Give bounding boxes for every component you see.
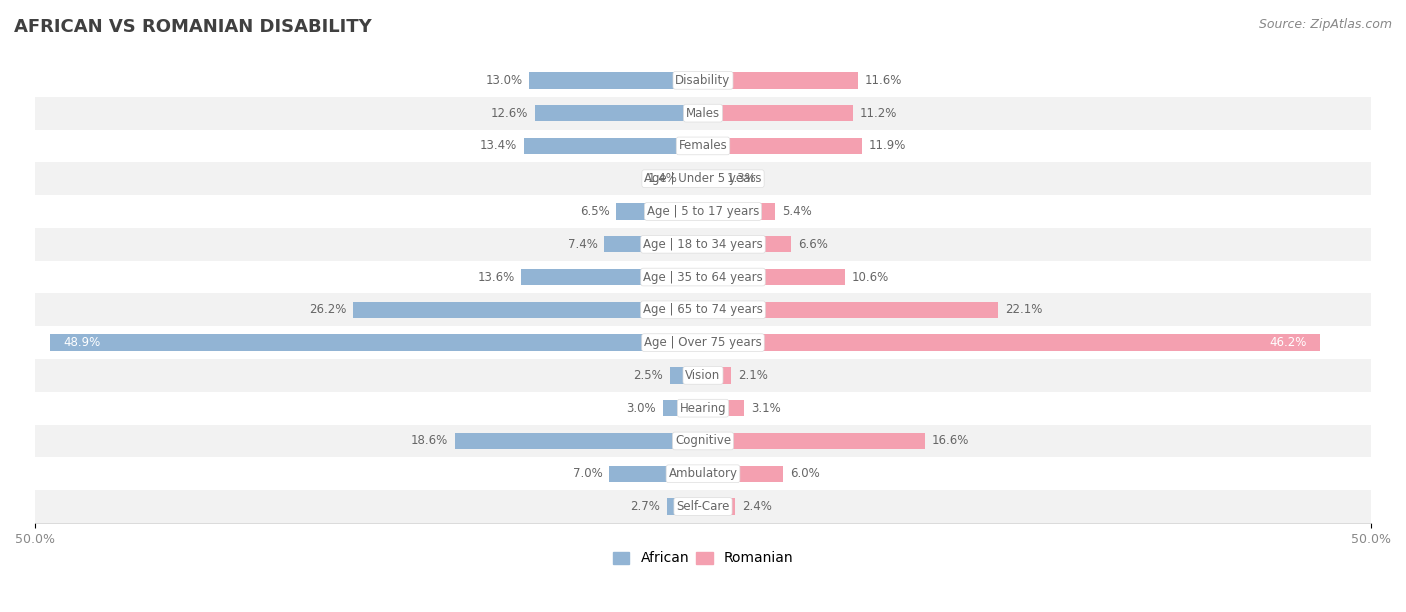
Text: 2.1%: 2.1%	[738, 369, 768, 382]
Bar	[35, 359, 1371, 392]
Text: 7.0%: 7.0%	[574, 467, 603, 480]
Bar	[703, 302, 998, 318]
Text: 1.4%: 1.4%	[648, 172, 678, 185]
Bar	[669, 367, 703, 384]
Bar	[662, 400, 703, 416]
Bar	[666, 498, 703, 515]
Text: AFRICAN VS ROMANIAN DISABILITY: AFRICAN VS ROMANIAN DISABILITY	[14, 18, 371, 36]
Text: 2.7%: 2.7%	[630, 500, 661, 513]
Text: 10.6%: 10.6%	[851, 271, 889, 283]
Bar	[609, 466, 703, 482]
Bar	[703, 72, 858, 89]
Bar	[35, 195, 1371, 228]
Bar	[703, 334, 1320, 351]
Bar	[35, 457, 1371, 490]
Text: Age | 5 to 17 years: Age | 5 to 17 years	[647, 205, 759, 218]
Text: Cognitive: Cognitive	[675, 435, 731, 447]
Bar	[703, 498, 735, 515]
Text: 22.1%: 22.1%	[1005, 304, 1042, 316]
Text: Males: Males	[686, 106, 720, 119]
Bar	[703, 105, 852, 121]
Bar	[605, 236, 703, 253]
Bar	[454, 433, 703, 449]
Bar	[703, 236, 792, 253]
Text: 11.6%: 11.6%	[865, 74, 903, 87]
Text: Age | Under 5 years: Age | Under 5 years	[644, 172, 762, 185]
Bar	[35, 261, 1371, 293]
Bar	[703, 400, 744, 416]
Bar	[353, 302, 703, 318]
Bar	[703, 466, 783, 482]
Text: Age | 18 to 34 years: Age | 18 to 34 years	[643, 238, 763, 251]
Text: 16.6%: 16.6%	[931, 435, 969, 447]
Bar	[685, 171, 703, 187]
Text: Age | 65 to 74 years: Age | 65 to 74 years	[643, 304, 763, 316]
Text: Females: Females	[679, 140, 727, 152]
Bar	[703, 138, 862, 154]
Text: 18.6%: 18.6%	[411, 435, 449, 447]
Text: 13.0%: 13.0%	[485, 74, 523, 87]
Text: 6.6%: 6.6%	[797, 238, 828, 251]
Bar	[529, 72, 703, 89]
Bar	[703, 433, 925, 449]
Text: Age | Over 75 years: Age | Over 75 years	[644, 336, 762, 349]
Text: Hearing: Hearing	[679, 401, 727, 415]
Text: 7.4%: 7.4%	[568, 238, 598, 251]
Bar	[703, 367, 731, 384]
Text: 6.5%: 6.5%	[579, 205, 609, 218]
Text: 11.9%: 11.9%	[869, 140, 905, 152]
Text: Source: ZipAtlas.com: Source: ZipAtlas.com	[1258, 18, 1392, 31]
Legend: African, Romanian: African, Romanian	[607, 546, 799, 571]
Bar	[522, 269, 703, 285]
Bar	[35, 130, 1371, 162]
Text: 26.2%: 26.2%	[309, 304, 346, 316]
Text: Self-Care: Self-Care	[676, 500, 730, 513]
Bar	[35, 162, 1371, 195]
Bar	[35, 97, 1371, 130]
Bar	[534, 105, 703, 121]
Bar	[524, 138, 703, 154]
Text: 3.0%: 3.0%	[627, 401, 657, 415]
Text: Disability: Disability	[675, 74, 731, 87]
Bar	[35, 293, 1371, 326]
Bar	[703, 171, 720, 187]
Text: 6.0%: 6.0%	[790, 467, 820, 480]
Text: 1.3%: 1.3%	[727, 172, 756, 185]
Text: 46.2%: 46.2%	[1270, 336, 1306, 349]
Bar	[35, 326, 1371, 359]
Text: Vision: Vision	[685, 369, 721, 382]
Bar	[703, 269, 845, 285]
Text: 3.1%: 3.1%	[751, 401, 780, 415]
Bar	[49, 334, 703, 351]
Text: 11.2%: 11.2%	[859, 106, 897, 119]
Bar	[35, 490, 1371, 523]
Text: 2.5%: 2.5%	[633, 369, 662, 382]
Bar	[703, 203, 775, 220]
Text: 5.4%: 5.4%	[782, 205, 811, 218]
Text: Ambulatory: Ambulatory	[668, 467, 738, 480]
Text: Age | 35 to 64 years: Age | 35 to 64 years	[643, 271, 763, 283]
Text: 13.6%: 13.6%	[478, 271, 515, 283]
Bar	[35, 64, 1371, 97]
Text: 48.9%: 48.9%	[63, 336, 100, 349]
Text: 13.4%: 13.4%	[479, 140, 517, 152]
Bar	[35, 392, 1371, 425]
Text: 2.4%: 2.4%	[742, 500, 772, 513]
Bar	[616, 203, 703, 220]
Bar	[35, 425, 1371, 457]
Text: 12.6%: 12.6%	[491, 106, 529, 119]
Bar	[35, 228, 1371, 261]
